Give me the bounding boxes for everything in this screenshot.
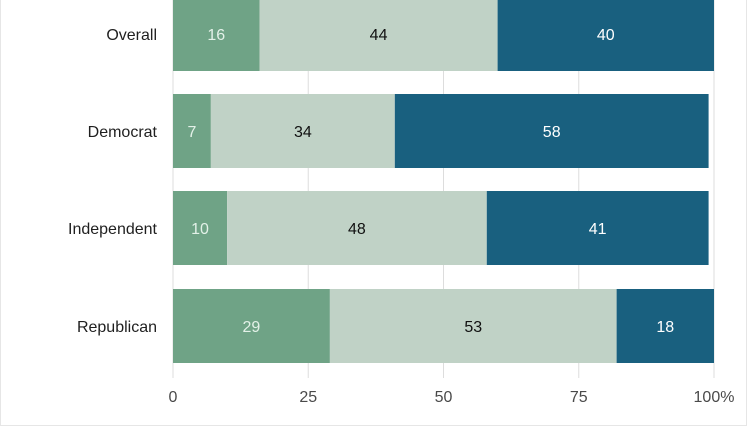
bar-overall-segment-1: [173, 0, 260, 71]
category-label-independent: Independent: [68, 221, 158, 238]
data-label-democrat-3: 58: [543, 124, 561, 141]
x-tick-label-50: 50: [435, 389, 453, 406]
data-label-overall-1: 16: [207, 27, 225, 44]
bar-independent-segment-1: [173, 191, 228, 265]
bar-democrat-segment-2: [210, 94, 395, 168]
data-label-democrat-1: 7: [187, 124, 196, 141]
data-label-independent-3: 41: [589, 221, 607, 238]
x-tick-label-75: 75: [570, 389, 588, 406]
data-label-republican-3: 18: [656, 319, 674, 336]
data-label-democrat-2: 34: [294, 124, 312, 141]
bar-overall-segment-3: [497, 0, 714, 71]
bar-republican-segment-1: [173, 289, 330, 363]
x-tick-label-100: 100%: [694, 389, 735, 406]
data-label-independent-2: 48: [348, 221, 366, 238]
data-label-overall-3: 40: [597, 27, 615, 44]
bar-overall-segment-2: [259, 0, 498, 71]
category-label-republican: Republican: [77, 319, 157, 336]
data-label-republican-2: 53: [464, 319, 482, 336]
bar-independent-segment-2: [227, 191, 487, 265]
x-tick-label-25: 25: [299, 389, 317, 406]
data-label-overall-2: 44: [370, 27, 388, 44]
data-label-republican-1: 29: [243, 319, 261, 336]
x-tick-label-0: 0: [169, 389, 178, 406]
bar-democrat-segment-1: [173, 94, 211, 168]
bar-republican-segment-2: [329, 289, 617, 363]
bar-independent-segment-3: [486, 191, 709, 265]
category-label-overall: Overall: [106, 27, 157, 44]
bar-democrat-segment-3: [394, 94, 709, 168]
data-label-independent-1: 10: [191, 221, 209, 238]
bar-republican-segment-3: [616, 289, 714, 363]
category-label-democrat: Democrat: [88, 124, 158, 141]
